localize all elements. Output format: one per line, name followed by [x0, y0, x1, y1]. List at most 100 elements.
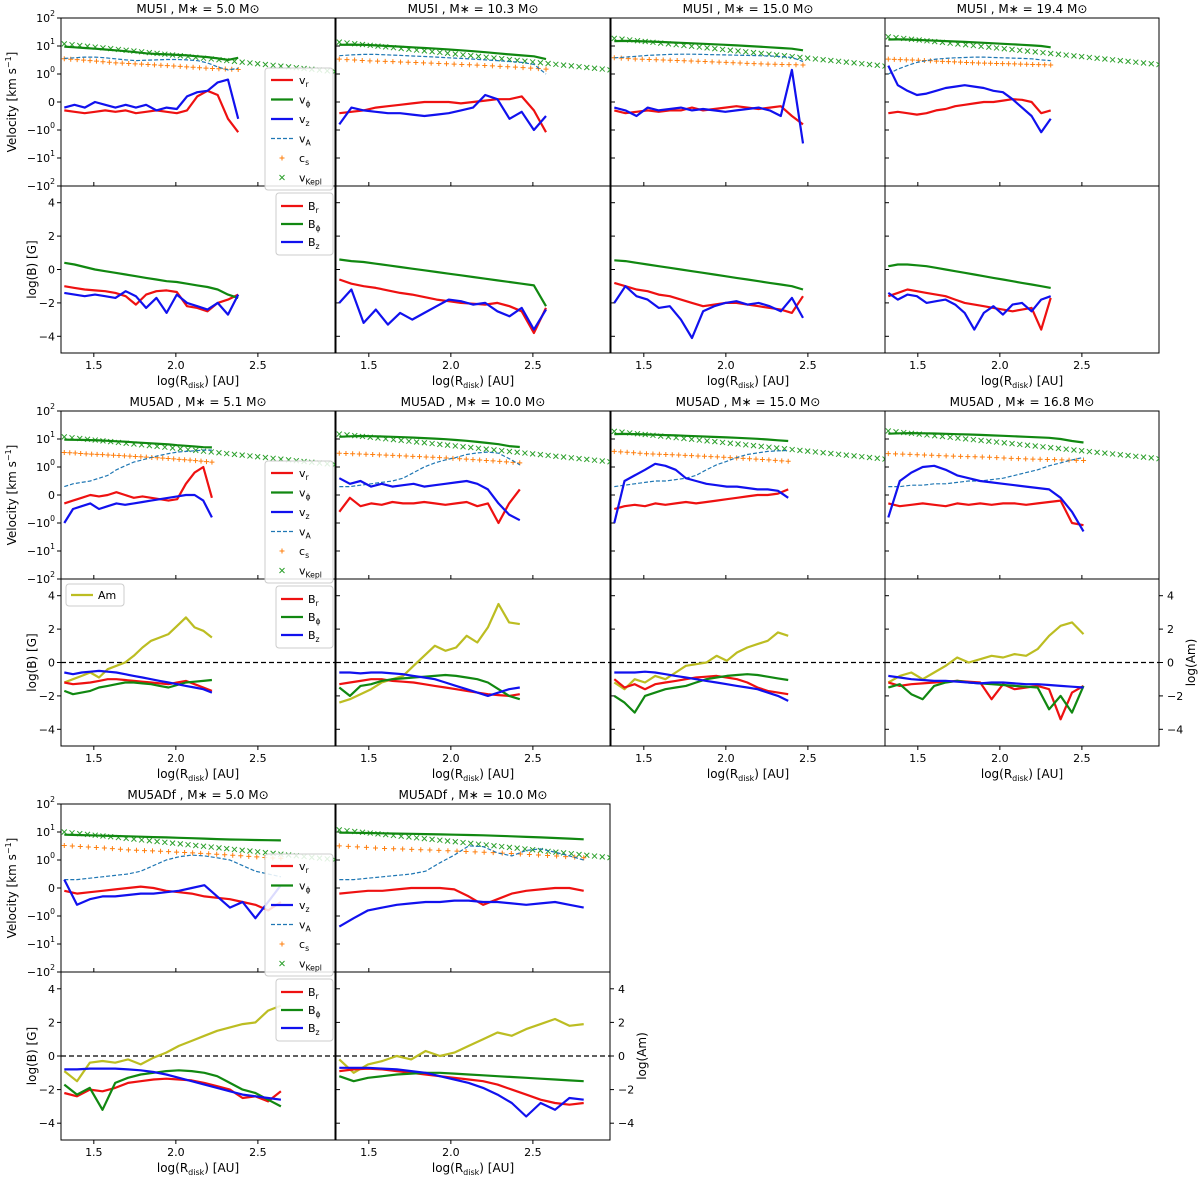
vel-tick-label-base: 0	[48, 882, 55, 895]
kepl-marker	[993, 45, 1000, 51]
cs-marker	[965, 454, 971, 460]
x-tick-label: 2.0	[442, 1146, 460, 1159]
kepl-marker	[1117, 57, 1124, 64]
kepl-marker	[1109, 56, 1116, 63]
cs-marker	[517, 851, 523, 857]
kepl-marker	[223, 845, 230, 852]
kepl-marker	[483, 446, 490, 452]
cs-marker	[772, 61, 778, 67]
kepl-marker	[436, 49, 443, 56]
cs-marker	[650, 451, 656, 457]
cs-marker	[344, 57, 350, 63]
kepl-marker	[591, 457, 598, 464]
cs-marker	[779, 61, 785, 67]
kepl-marker	[781, 52, 788, 59]
kepl-marker	[522, 450, 528, 456]
cs-marker	[116, 453, 122, 459]
kepl-marker	[262, 454, 269, 461]
kepl-marker	[1156, 455, 1159, 462]
cs-marker	[701, 453, 707, 459]
kepl-marker	[797, 447, 803, 454]
x-axis-label-post: ) [AU]	[754, 767, 789, 781]
kepl-marker	[766, 444, 772, 451]
cs-marker	[631, 450, 637, 456]
cs-marker	[403, 453, 409, 459]
kepl-marker	[406, 438, 412, 445]
x-tick-label: 2.5	[249, 752, 267, 765]
legend-label-sub: ϕ	[306, 886, 311, 895]
cs-marker	[87, 58, 93, 64]
kepl-marker	[1009, 46, 1015, 53]
legend-label-sub: z	[316, 242, 320, 251]
cs-marker	[67, 450, 73, 456]
kepl-marker	[1009, 440, 1015, 447]
cs-marker	[1030, 61, 1036, 67]
vel-tick-label-base: −10	[27, 938, 50, 951]
legend-swatch	[279, 548, 285, 554]
legend-label-sub: r	[306, 866, 310, 875]
vel-tick-label-base: 10	[36, 826, 50, 839]
b-tick-label: 4	[48, 197, 55, 210]
cs-marker	[737, 60, 743, 66]
vel-tick-label-base: −10	[27, 966, 50, 979]
bphi-line	[338, 673, 521, 701]
legend-swatch	[279, 155, 285, 161]
kepl-marker	[514, 449, 521, 456]
b-tick-label: −2	[39, 1084, 55, 1097]
am-legend: Am	[65, 583, 125, 607]
legend-label-sub: z	[316, 635, 320, 644]
kepl-marker	[61, 41, 68, 47]
b-tick-label: 2	[48, 230, 55, 243]
vel-tick-label-base: 10	[36, 461, 50, 474]
cs-marker	[190, 64, 196, 70]
cs-marker	[512, 64, 518, 70]
legend-label-sub: Kepl	[306, 178, 322, 187]
vz-line	[887, 65, 1052, 134]
vphi-line	[64, 45, 239, 62]
x-axis-label: log(Rdisk) [AU]	[157, 374, 239, 390]
cs-marker	[637, 450, 643, 456]
cs-marker	[193, 458, 199, 464]
vel-tick-label-base: −10	[27, 517, 50, 530]
kepl-marker	[820, 56, 826, 63]
cs-marker	[982, 60, 988, 66]
x-tick-label: 1.5	[360, 359, 378, 372]
panel-title: MU5AD , M∗ = 16.8 M⊙	[950, 395, 1095, 409]
kepl-marker	[429, 48, 435, 55]
cs-marker	[497, 63, 503, 69]
vel-tick-label-base: −10	[27, 910, 50, 923]
va-line	[888, 456, 1084, 488]
legend-label-base: v	[299, 172, 306, 185]
vel-tick-label: 100	[36, 458, 55, 474]
cs-marker	[689, 453, 695, 459]
vel-tick-label-sup: 0	[50, 65, 55, 74]
kepl-marker	[529, 846, 536, 853]
cs-marker	[945, 59, 951, 65]
plot-area	[336, 431, 610, 704]
vel-tick-label-sup: 0	[50, 907, 55, 916]
legend-label-base: B	[308, 1004, 316, 1017]
kepl-marker	[254, 848, 261, 855]
cs-marker	[545, 852, 551, 858]
legend-label-sub: r	[316, 992, 320, 1001]
am-tick-label: 4	[1167, 590, 1174, 603]
kepl-marker	[161, 839, 168, 846]
cs-marker	[1037, 456, 1043, 462]
legend-label-base: v	[299, 919, 306, 932]
legend-label-sub: A	[306, 139, 312, 148]
kepl-marker	[773, 445, 780, 451]
cs-marker	[109, 846, 115, 852]
cs-marker	[957, 59, 963, 65]
kepl-marker	[1102, 450, 1108, 456]
legend-label-sub: ϕ	[316, 617, 321, 626]
kepl-marker	[804, 55, 811, 62]
vel-tick-label-sup: 2	[50, 402, 55, 411]
kepl-marker	[985, 44, 992, 50]
kepl-marker	[719, 439, 726, 446]
cs-marker	[174, 849, 180, 855]
cs-marker	[113, 60, 119, 66]
legend-swatch	[279, 941, 285, 947]
kepl-marker	[688, 436, 695, 443]
legend-label-base: B	[308, 629, 316, 642]
